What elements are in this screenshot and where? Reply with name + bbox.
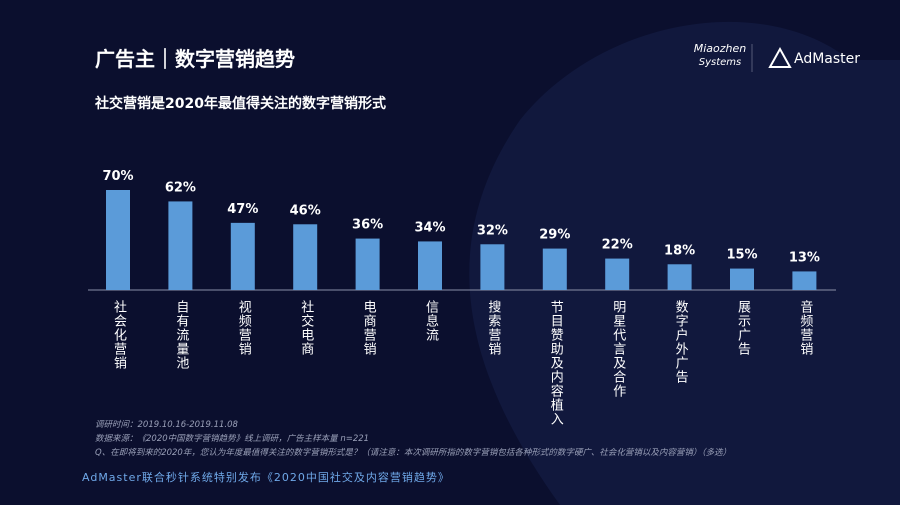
x-tick-label: 节目赞助及内容植入 [547, 300, 563, 426]
data-label: 32% [477, 223, 508, 238]
bar [418, 241, 442, 290]
x-tick-label: 视频营销 [235, 300, 251, 356]
x-tick-label: 展示广告 [735, 300, 750, 356]
footnote: Q、在即将到来的2020年，您认为年度最值得关注的数字营销形式是？（请注意：本次… [95, 448, 732, 458]
footnote: 调研时间：2019.10.16-2019.11.08 [95, 420, 238, 430]
logo-icon [768, 46, 792, 68]
footer: AdMaster联合秒针系统特别发布《2020中国社交及内容营销趋势》 [82, 471, 450, 484]
data-label: 13% [789, 250, 820, 265]
x-tick-label: 搜索营销 [485, 300, 501, 356]
data-label: 22% [602, 238, 633, 253]
x-tick-label: 电商营销 [360, 300, 376, 356]
bar [293, 224, 318, 290]
bar [355, 238, 380, 290]
bar [542, 248, 567, 290]
data-label: 15% [726, 248, 757, 263]
bar [605, 258, 630, 290]
x-tick-label: 信息流 [423, 300, 438, 342]
footnote: 数据来源：《2020中国数字营销趋势》线上调研，广告主样本量 n=221 [95, 434, 370, 444]
data-label: 18% [664, 243, 695, 258]
data-label: 46% [290, 203, 321, 218]
x-tick-label: 音频营销 [797, 300, 813, 356]
data-label: 34% [414, 220, 445, 235]
data-label: 29% [539, 228, 570, 243]
logo-text: Miaozhen [694, 42, 747, 55]
bar [792, 271, 817, 290]
bar [106, 190, 130, 290]
decoration [469, 21, 900, 505]
chart-subtitle: 社交营销是2020年最值得关注的数字营销形式 [94, 95, 386, 112]
chart-title: 广告主｜数字营销趋势 [95, 47, 295, 71]
bar [230, 222, 255, 290]
x-tick-label: 自有流量池 [173, 300, 189, 370]
bar [480, 244, 505, 290]
logo-text: AdMaster [794, 51, 860, 67]
x-tick-label: 数字户外广告 [672, 300, 688, 384]
bar [168, 201, 193, 290]
x-tick-label: 社会化营销 [111, 300, 126, 370]
data-label: 62% [165, 180, 196, 195]
bar [730, 268, 754, 290]
x-tick-label: 明星代言及合作 [610, 300, 626, 398]
data-label: 70% [102, 169, 133, 184]
x-tick-label: 社交电商 [298, 300, 314, 356]
bar [667, 264, 692, 290]
logo-text: Systems [699, 57, 742, 68]
data-label: 36% [352, 218, 383, 233]
data-label: 47% [227, 202, 258, 217]
